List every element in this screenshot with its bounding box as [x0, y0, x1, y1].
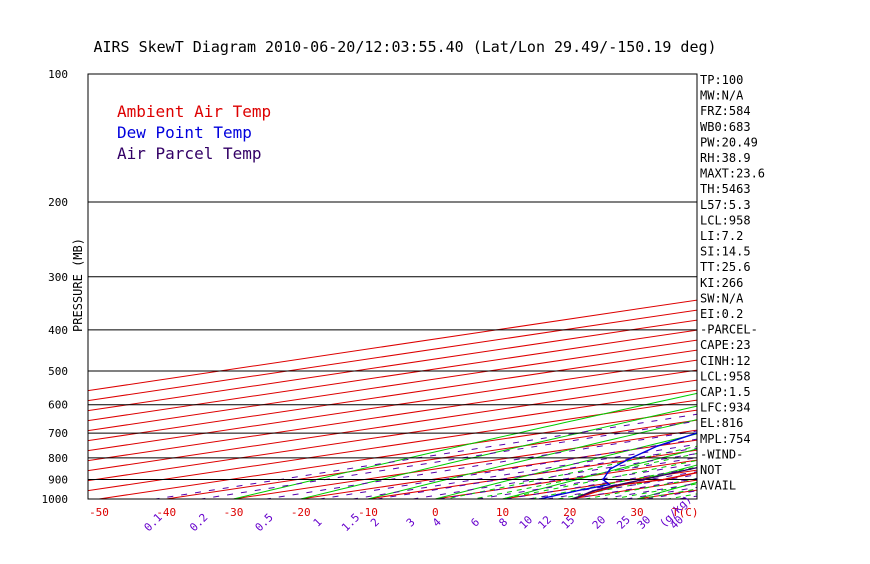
mixing-ratio-line [450, 277, 870, 508]
side-panel-line: CINH:12 [700, 354, 751, 368]
mixing-ratio-label: 20 [590, 513, 609, 532]
data-point [592, 490, 594, 492]
mixing-ratio-label: 0.5 [253, 511, 276, 534]
data-point [643, 479, 645, 481]
mixing-ratio-line [383, 277, 870, 508]
data-point [657, 445, 659, 447]
legend: Ambient Air Temp Dew Point Temp Air Parcel… [117, 102, 271, 163]
mixing-ratio-line [144, 277, 870, 508]
data-point [663, 479, 665, 481]
x-tick-bottom-label: -20 [291, 506, 311, 519]
side-panel-line: MAXT:23.6 [700, 167, 765, 181]
data-point [803, 404, 805, 406]
side-panel-line: CAP:1.5 [700, 385, 751, 399]
data-point [609, 468, 611, 470]
dry-adiabat-line [469, 74, 870, 508]
side-panel-line: TT:25.6 [700, 260, 751, 274]
mixing-ratio-line [263, 277, 870, 508]
side-panel-line: FRZ:584 [700, 104, 751, 118]
chart-title: AIRS SkewT Diagram 2010-06-20/12:03:55.4… [93, 38, 716, 56]
y-tick-label: 800 [48, 452, 68, 465]
data-point [845, 445, 847, 447]
dry-adiabat-line [196, 74, 870, 508]
side-panel-line: TP:100 [700, 73, 743, 87]
y-axis-label: PRESSURE (MB) [71, 238, 85, 332]
legend-item: Dew Point Temp [117, 123, 252, 142]
side-panel-line: PW:20.49 [700, 135, 758, 149]
side-panel-line: LI:7.2 [700, 229, 743, 243]
side-panel-line: -PARCEL- [700, 323, 758, 337]
side-panel-line: AVAIL [700, 479, 736, 493]
side-panel-line: WB0:683 [700, 120, 751, 134]
data-point [602, 479, 604, 481]
y-tick-label: 500 [48, 365, 68, 378]
y-tick-label: 600 [48, 399, 68, 412]
data-point [610, 486, 612, 488]
mixing-ratio-label: 0.2 [187, 511, 210, 534]
y-tick-label: 700 [48, 427, 68, 440]
data-point [609, 484, 611, 486]
isotherm-line [442, 65, 870, 508]
isotherm-line [173, 65, 870, 508]
y-tick-label: 1000 [42, 493, 69, 506]
side-panel-line: LCL:958 [700, 213, 751, 227]
mixing-ratio-line [297, 277, 870, 508]
side-panel-line: LFC:934 [700, 401, 751, 415]
y-tick-label: 400 [48, 324, 68, 337]
mixing-ratio-line [422, 277, 870, 508]
side-panel-line: LCL:958 [700, 369, 751, 383]
side-panel-line: RH:38.9 [700, 151, 751, 165]
data-point [582, 489, 584, 491]
side-panel-line: MW:N/A [700, 89, 744, 103]
moist-adiabat-line [482, 202, 870, 508]
side-panel-line: -WIND- [700, 447, 743, 461]
side-panel-line: SW:N/A [700, 291, 744, 305]
y-tick-label: 300 [48, 271, 68, 284]
data-point [631, 457, 633, 459]
mixing-ratio-label: 3 [404, 516, 418, 530]
side-panel-line: SI:14.5 [700, 245, 751, 259]
side-panel-line: MPL:754 [700, 432, 751, 446]
dry-adiabat-line [332, 74, 870, 508]
y-tick-label: 900 [48, 474, 68, 487]
dry-adiabat-line [742, 74, 870, 508]
side-panel-line: EL:816 [700, 416, 743, 430]
mixing-ratio-label: 12 [535, 513, 554, 532]
moist-adiabat-line [429, 202, 870, 508]
moist-adiabat-line [402, 202, 870, 508]
legend-item: Air Parcel Temp [117, 144, 262, 163]
data-point [854, 432, 856, 434]
data-point [795, 445, 797, 447]
x-tick-bottom-label: -50 [89, 506, 109, 519]
isotherm-line [644, 65, 870, 508]
mixing-ratio-label: 6 [468, 516, 482, 530]
dry-adiabat-line [810, 74, 870, 508]
mixing-ratio-label: 10 [517, 513, 536, 532]
x-tick-bottom-label: -10 [358, 506, 378, 519]
y-tick-label: 100 [48, 68, 68, 81]
side-panel-line: EI:0.2 [700, 307, 743, 321]
data-point [747, 419, 749, 421]
side-panel-line: CAPE:23 [700, 338, 751, 352]
moist-adiabat-line [509, 202, 870, 508]
y-tick-label: 200 [48, 196, 68, 209]
data-point [775, 457, 777, 459]
side-panel-line: NOT [700, 463, 722, 477]
legend-item: Ambient Air Temp [117, 102, 271, 121]
data-point [690, 468, 692, 470]
dry-adiabat-line [264, 74, 870, 508]
dry-adiabat-line [401, 74, 870, 508]
mixing-ratio-label: 1 [311, 516, 325, 530]
isotherm-line [307, 65, 870, 508]
side-panel-line: TH:5463 [700, 182, 751, 196]
side-panel-line: L57:5.3 [700, 198, 751, 212]
side-panel-line: KI:266 [700, 276, 743, 290]
x-tick-bottom-label: -30 [224, 506, 244, 519]
